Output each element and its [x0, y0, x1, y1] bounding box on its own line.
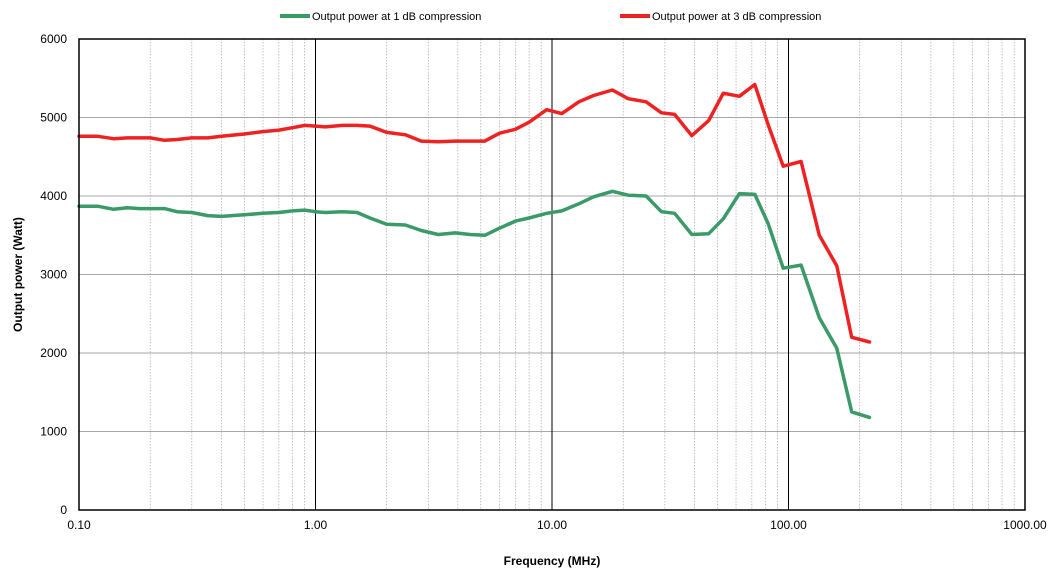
- y-tick-label: 5000: [40, 111, 67, 125]
- plot-frame: [78, 38, 1026, 511]
- y-axis-title: Output power (Watt): [11, 217, 25, 332]
- x-tick-label: 1000.00: [1003, 518, 1047, 532]
- x-tick-label: 10.00: [537, 518, 567, 532]
- y-tick-label: 1000: [40, 425, 67, 439]
- legend-label-2: Output power at 3 dB compression: [652, 11, 821, 23]
- series-line-2: [77, 82, 872, 344]
- x-tick-label: 1.00: [304, 518, 328, 532]
- legend-label-1: Output power at 1 dB compression: [312, 11, 481, 23]
- x-tick-label: 100.00: [770, 518, 807, 532]
- y-tick-label: 4000: [40, 189, 67, 203]
- tick-labels: 0.10 1.00 10.00 100.00 1000.00 0 1000 2000 3000 4…: [40, 32, 1047, 532]
- series-line-1: [77, 189, 872, 420]
- y-tick-label: 6000: [40, 32, 67, 46]
- y-tick-label: 0: [60, 503, 67, 517]
- y-tick-label: 3000: [40, 268, 67, 282]
- grid: [79, 39, 1025, 510]
- legend: Output power at 1 dB compression Output p…: [280, 11, 821, 23]
- y-tick-label: 2000: [40, 346, 67, 360]
- x-axis-title: Frequency (MHz): [504, 554, 601, 568]
- series-lines: [77, 82, 872, 420]
- x-tick-label: 0.10: [67, 518, 91, 532]
